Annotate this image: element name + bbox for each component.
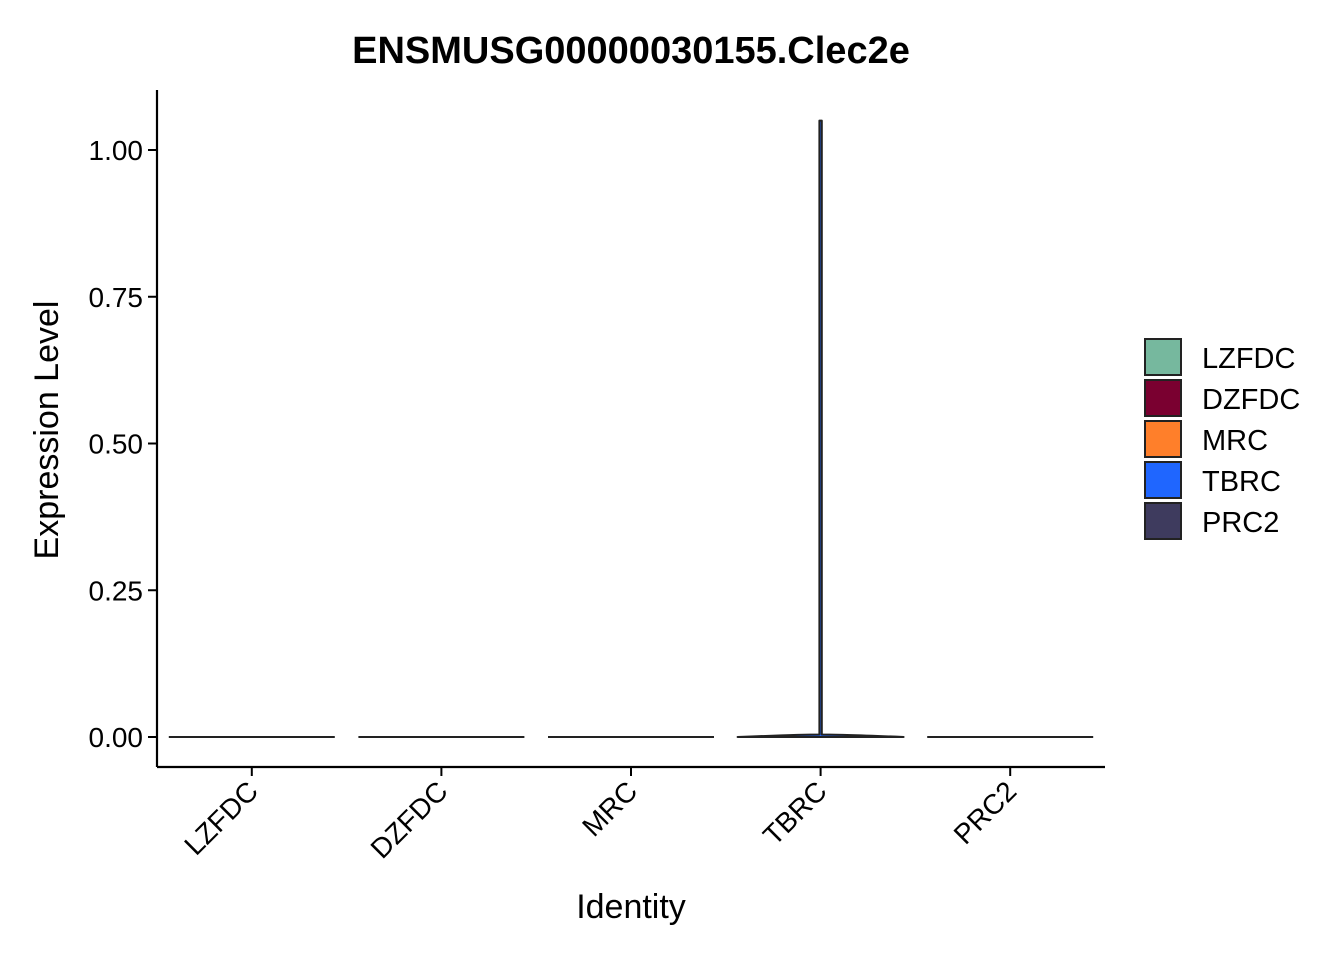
legend-item-dzfdc: DZFDC <box>1144 379 1300 417</box>
legend-label: TBRC <box>1202 466 1281 498</box>
y-tick-label: 1.00 <box>89 135 144 166</box>
legend-swatch <box>1144 502 1182 540</box>
x-tick-label: LZFDC <box>178 775 264 861</box>
x-tick-label: DZFDC <box>365 775 454 864</box>
legend-label: PRC2 <box>1202 507 1279 539</box>
legend-item-prc2: PRC2 <box>1144 502 1279 540</box>
legend-item-mrc: MRC <box>1144 420 1268 458</box>
violin-shape <box>736 119 905 738</box>
violins <box>168 119 1094 738</box>
violin-tbrc <box>736 119 905 738</box>
x-tick-label: TBRC <box>757 775 833 851</box>
legend-item-lzfdc: LZFDC <box>1144 338 1295 376</box>
x-tick-label: PRC2 <box>948 775 1023 850</box>
legend: LZFDC DZFDC MRC TBRC PRC2 <box>1144 338 1300 540</box>
legend-item-tbrc: TBRC <box>1144 461 1281 499</box>
y-tick-label: 0.75 <box>89 282 144 313</box>
legend-label: LZFDC <box>1202 343 1295 375</box>
y-axis-title: Expression Level <box>28 301 66 560</box>
legend-swatch <box>1144 461 1182 499</box>
legend-label: DZFDC <box>1202 384 1300 416</box>
legend-swatch <box>1144 338 1182 376</box>
legend-swatch <box>1144 420 1182 458</box>
y-tick-label: 0.25 <box>89 575 144 606</box>
legend-swatch <box>1144 379 1182 417</box>
y-tick-label: 0.00 <box>89 722 144 753</box>
axes: 0.00 0.25 0.50 0.75 1.00 LZFDC DZFDC MRC TBRC PRC… <box>89 90 1105 864</box>
x-tick-label: MRC <box>576 775 643 842</box>
chart-title: ENSMUSG00000030155.Clec2e <box>352 30 910 72</box>
x-axis-title: Identity <box>576 888 686 926</box>
legend-label: MRC <box>1202 425 1268 457</box>
y-tick-label: 0.50 <box>89 429 144 460</box>
